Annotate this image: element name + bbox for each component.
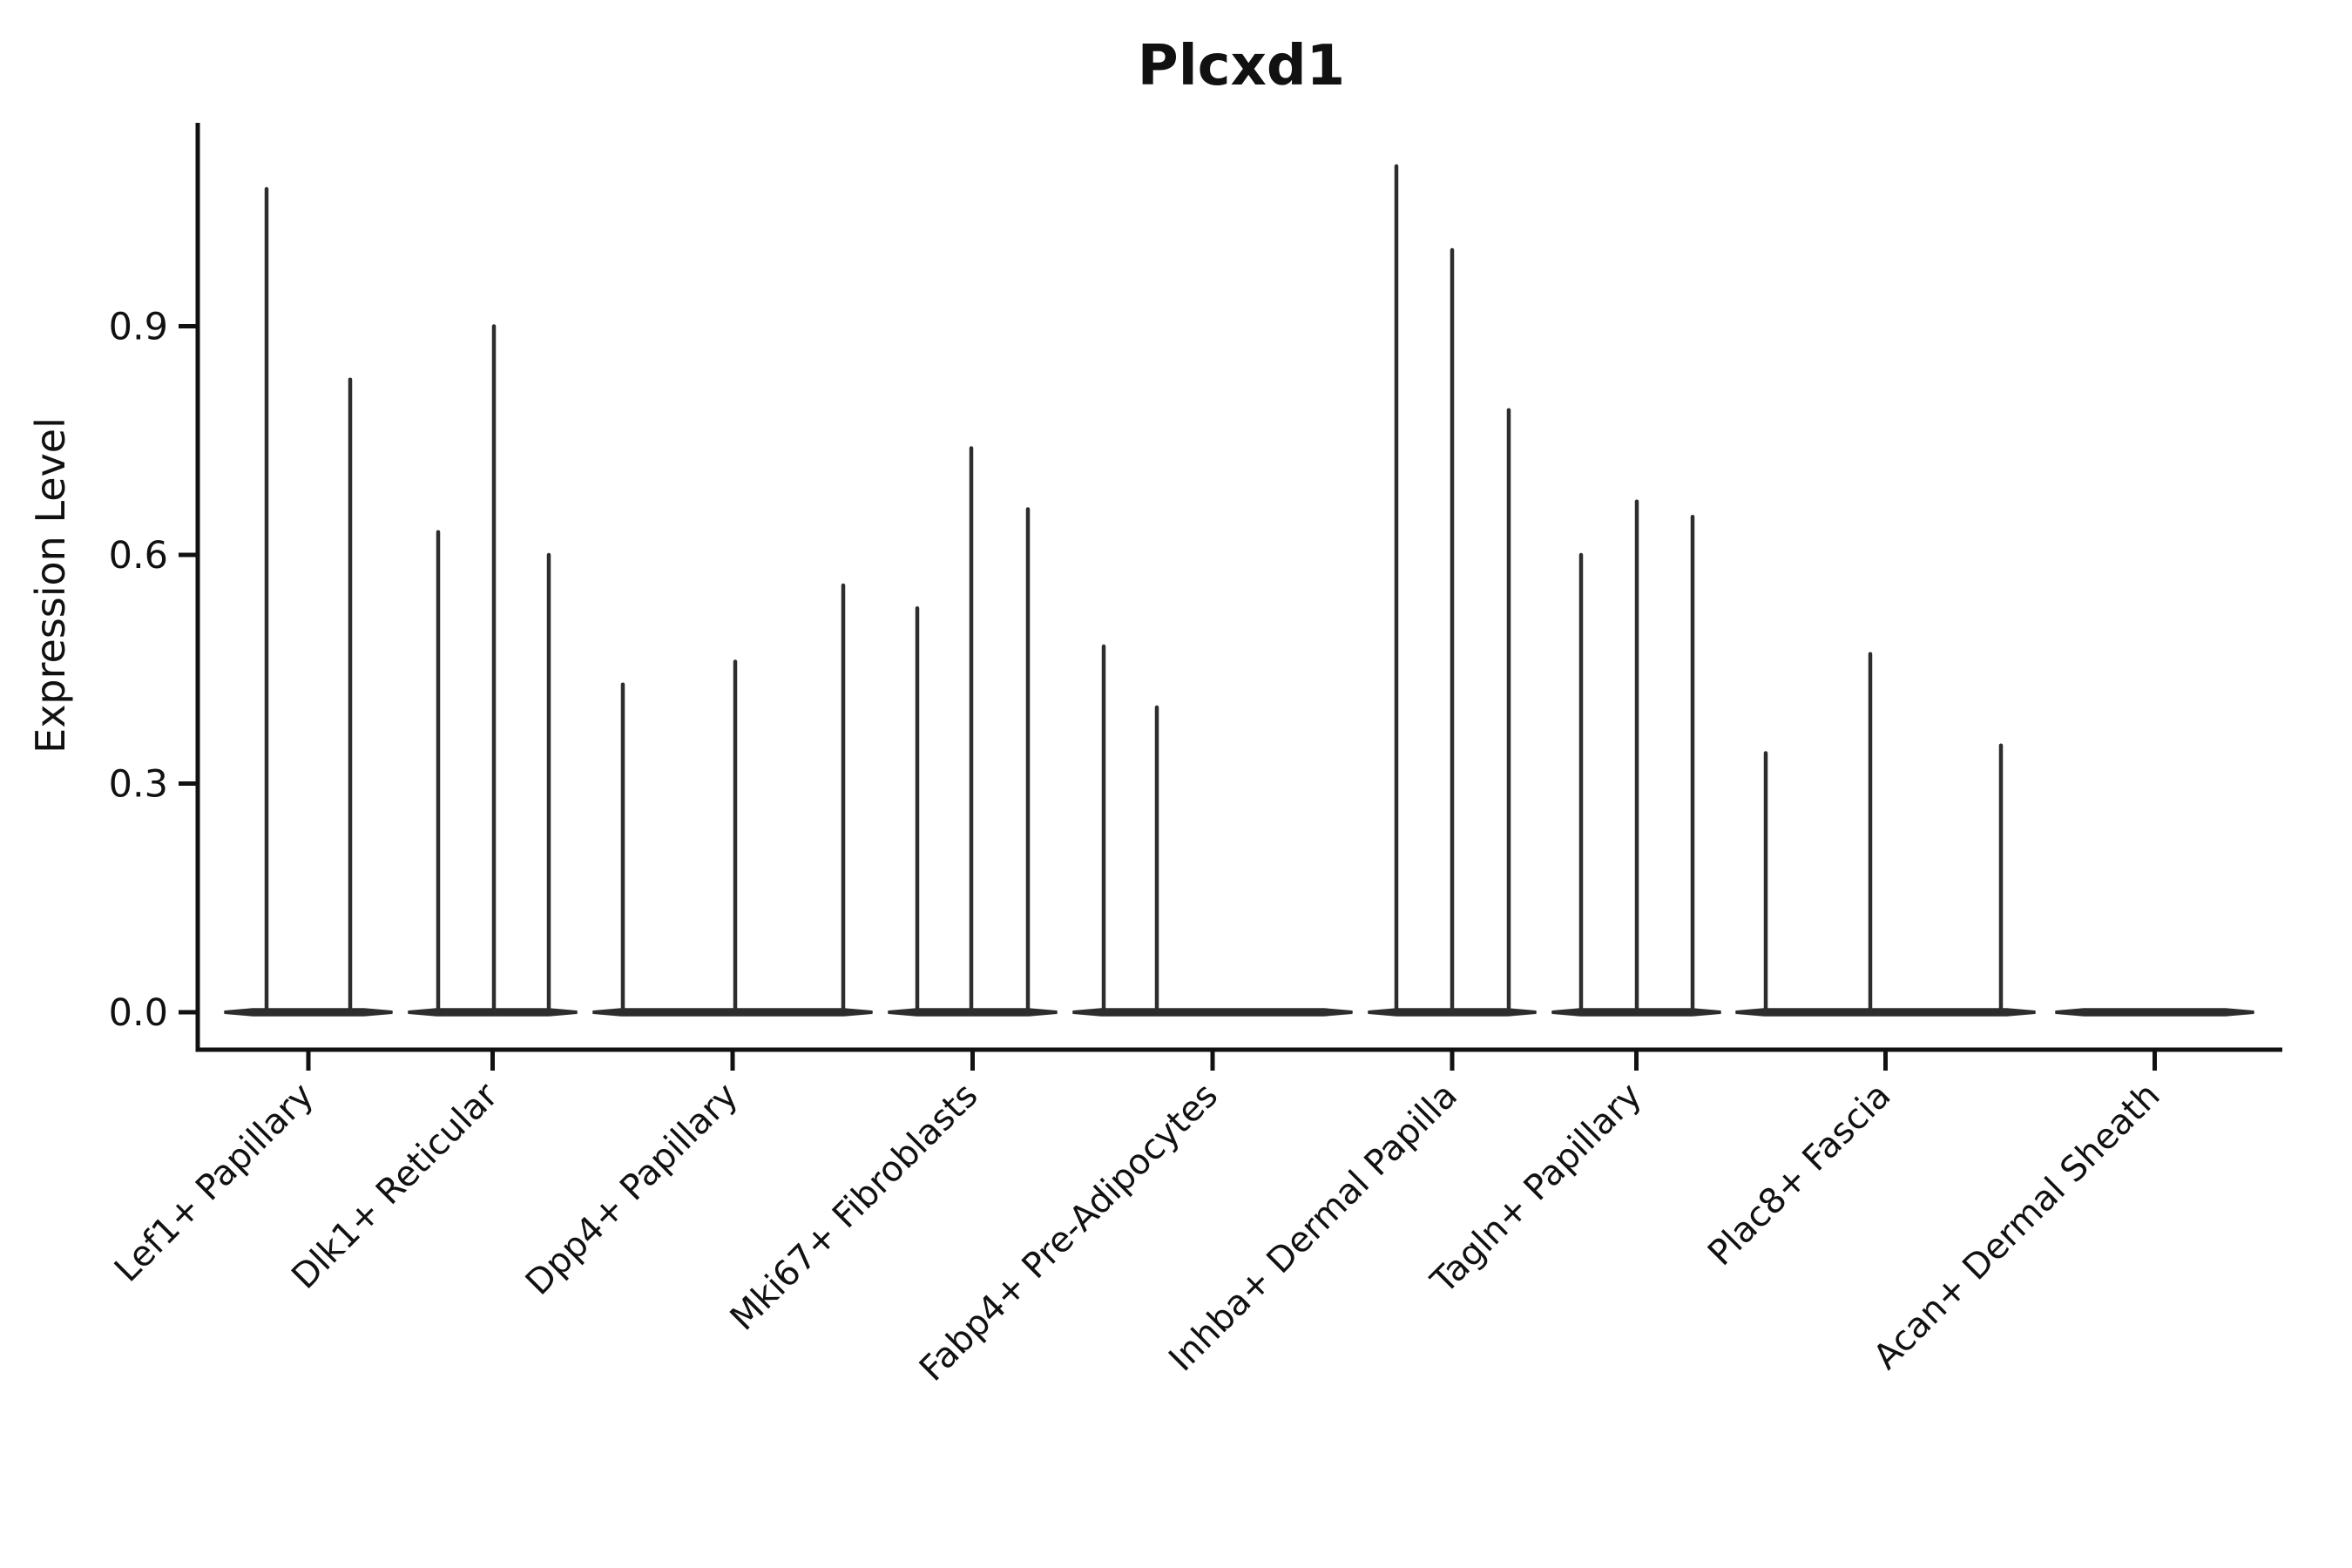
x-tick-label: Lef1+ Papillary bbox=[107, 1076, 321, 1290]
violin-series bbox=[224, 164, 2254, 1017]
violin-base bbox=[2055, 1008, 2254, 1017]
violin-base bbox=[224, 1008, 393, 1017]
y-tick-label: 0.9 bbox=[109, 306, 168, 349]
violin-base bbox=[592, 1008, 873, 1017]
x-tick-label: Dlk1+ Reticular bbox=[284, 1075, 506, 1297]
y-tick-label: 0.3 bbox=[109, 763, 168, 807]
y-axis-ticks: 0.0 0.3 0.6 0.9 bbox=[109, 306, 198, 1035]
x-tick-label: Plac8+ Fascia bbox=[1700, 1076, 1899, 1274]
violin-base bbox=[1735, 1008, 2036, 1017]
y-axis-label: Expression Level bbox=[27, 417, 74, 754]
x-tick-label: Mki67+ Fibroblasts bbox=[723, 1076, 986, 1339]
chart-title: Plcxd1 bbox=[1138, 34, 1345, 98]
axis-spines bbox=[195, 123, 2282, 1052]
x-tick-label: Acan+ Dermal Sheath bbox=[1866, 1076, 2168, 1378]
y-tick-label: 0.6 bbox=[109, 534, 168, 578]
x-tick-label: Dpp4+ Papillary bbox=[518, 1076, 746, 1303]
violin-base bbox=[1072, 1008, 1353, 1017]
y-tick-label: 0.0 bbox=[109, 991, 168, 1035]
